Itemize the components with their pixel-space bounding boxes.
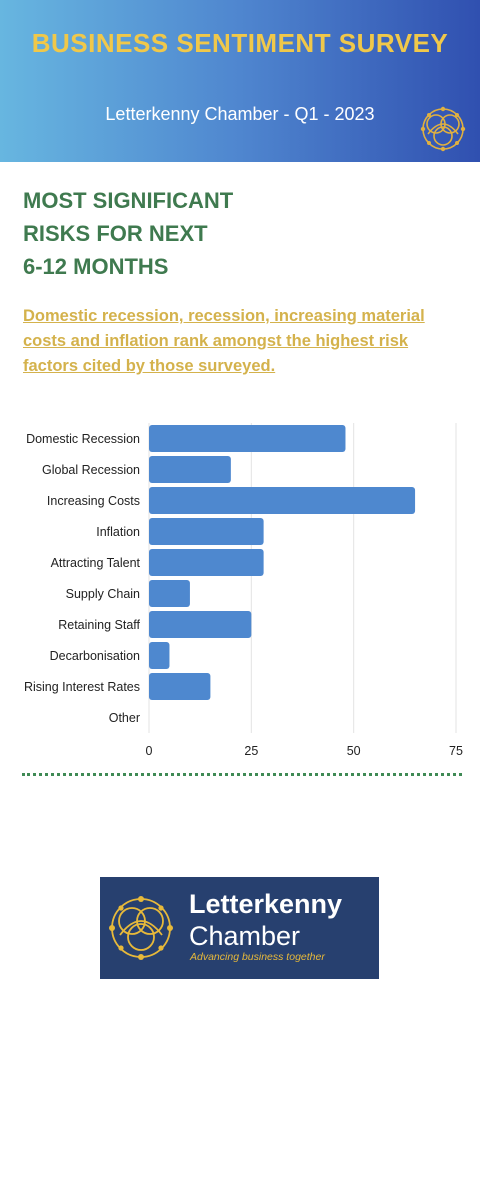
section-heading: MOST SIGNIFICANT RISKS FOR NEXT 6-12 MON… — [23, 188, 234, 279]
bar — [149, 611, 252, 638]
x-tick-label: 75 — [449, 744, 463, 758]
bar — [149, 549, 264, 576]
category-label: Global Recession — [42, 463, 140, 477]
category-label: Other — [109, 711, 140, 725]
category-label: Retaining Staff — [58, 618, 140, 632]
bar — [149, 518, 264, 545]
risk-bar-chart: Domestic Recession Global Recession Increa… — [24, 423, 463, 758]
bar — [149, 456, 231, 483]
x-tick-label: 0 — [146, 744, 153, 758]
logo-tagline: Advancing business together — [190, 951, 325, 963]
bar — [149, 425, 346, 452]
chamber-emblem-icon — [420, 106, 466, 152]
logo-name-line2: Chamber — [189, 921, 301, 951]
header-title: BUSINESS SENTIMENT SURVEY — [31, 28, 449, 58]
category-label: Decarbonisation — [50, 649, 140, 663]
category-label: Increasing Costs — [47, 494, 140, 508]
x-tick-label: 25 — [244, 744, 258, 758]
category-label: Rising Interest Rates — [24, 680, 140, 694]
bar — [149, 642, 170, 669]
category-label: Attracting Talent — [51, 556, 141, 570]
bar — [149, 673, 211, 700]
dotted-divider — [22, 773, 462, 776]
logo-name-line1: Letterkenny — [189, 889, 343, 919]
bar — [149, 487, 416, 514]
header-banner: BUSINESS SENTIMENT SURVEY Letterkenny Ch… — [0, 0, 480, 162]
category-label: Domestic Recession — [26, 432, 140, 446]
chamber-emblem-icon — [109, 896, 173, 960]
bar — [149, 580, 190, 607]
section-intro: Domestic recession, recession, increasin… — [23, 307, 425, 375]
category-label: Supply Chain — [66, 587, 140, 601]
category-label: Inflation — [96, 525, 140, 539]
header-subtitle: Letterkenny Chamber - Q1 - 2023 — [105, 104, 375, 124]
x-tick-label: 50 — [347, 744, 361, 758]
letterkenny-chamber-logo: Letterkenny Chamber Advancing business t… — [100, 877, 379, 979]
